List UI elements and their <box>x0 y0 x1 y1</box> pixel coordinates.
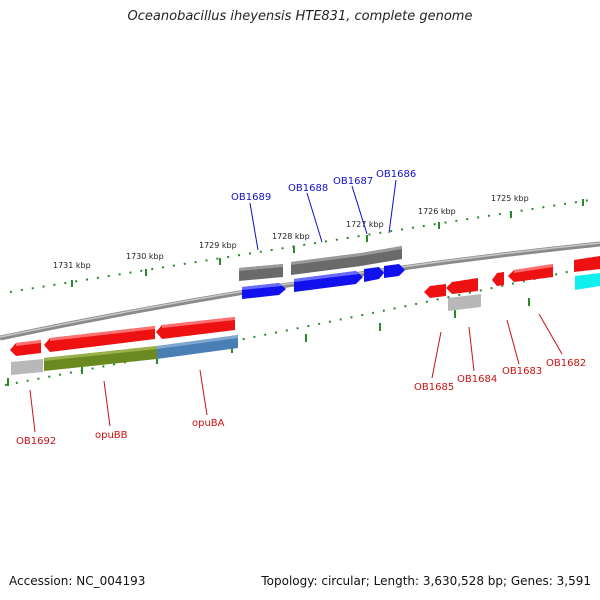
gene-ob1689[interactable] <box>242 283 286 299</box>
label-ob1689[interactable]: OB1689 <box>231 192 271 203</box>
upper-major-ticks <box>71 199 584 287</box>
gene-ob1682[interactable] <box>508 264 553 282</box>
gene-ob1687[interactable] <box>364 267 384 282</box>
label-ob1688[interactable]: OB1688 <box>288 183 328 194</box>
gene-ob1692[interactable] <box>10 340 41 356</box>
gene-ob1689-gray[interactable] <box>239 264 283 281</box>
gene-opuba-red[interactable] <box>156 317 235 339</box>
kbp-label-1727: 1727 kbp <box>346 220 384 229</box>
gene-ob1692-gray[interactable] <box>11 359 43 375</box>
gene-ob1686-gray[interactable] <box>361 246 402 266</box>
gene-ob1684[interactable] <box>446 278 478 294</box>
gene-opubb-red[interactable] <box>44 326 155 352</box>
label-ob1686[interactable]: OB1686 <box>376 169 416 180</box>
kbp-label-1729: 1729 kbp <box>199 241 237 250</box>
label-opuba[interactable]: opuBA <box>192 418 225 429</box>
gene-ob1688[interactable] <box>294 271 363 292</box>
label-ob1692[interactable]: OB1692 <box>16 436 56 447</box>
accession-text: Accession: NC_004193 <box>9 574 146 588</box>
label-ob1682[interactable]: OB1682 <box>546 358 586 369</box>
label-ob1685[interactable]: OB1685 <box>414 382 454 393</box>
gene-opuba[interactable] <box>157 335 238 359</box>
label-ob1687[interactable]: OB1687 <box>333 176 373 187</box>
genome-summary-text: Topology: circular; Length: 3,630,528 bp… <box>261 574 591 588</box>
kbp-label-1731: 1731 kbp <box>53 261 91 270</box>
top-label-leaders <box>249 179 397 251</box>
gene-right-edge-red[interactable] <box>574 256 600 272</box>
kbp-label-1730: 1730 kbp <box>126 252 164 261</box>
gene-ob1683[interactable] <box>492 272 504 286</box>
bottom-label-leaders <box>29 313 563 433</box>
gene-ob1684-gray[interactable] <box>448 294 481 311</box>
label-opubb[interactable]: opuBB <box>95 430 128 441</box>
gene-ob1688-gray[interactable] <box>291 253 361 275</box>
gene-right-edge-cyan[interactable] <box>575 273 600 290</box>
gene-opubb[interactable] <box>44 346 157 371</box>
gene-ob1685[interactable] <box>424 284 446 298</box>
kbp-label-1725: 1725 kbp <box>491 194 529 203</box>
label-ob1684[interactable]: OB1684 <box>457 374 497 385</box>
genome-title: Oceanobacillus iheyensis HTE831, complet… <box>127 9 473 24</box>
kbp-label-1728: 1728 kbp <box>272 232 310 241</box>
gene-ob1686[interactable] <box>384 264 405 278</box>
label-ob1683[interactable]: OB1683 <box>502 366 542 377</box>
kbp-label-1726: 1726 kbp <box>418 207 456 216</box>
